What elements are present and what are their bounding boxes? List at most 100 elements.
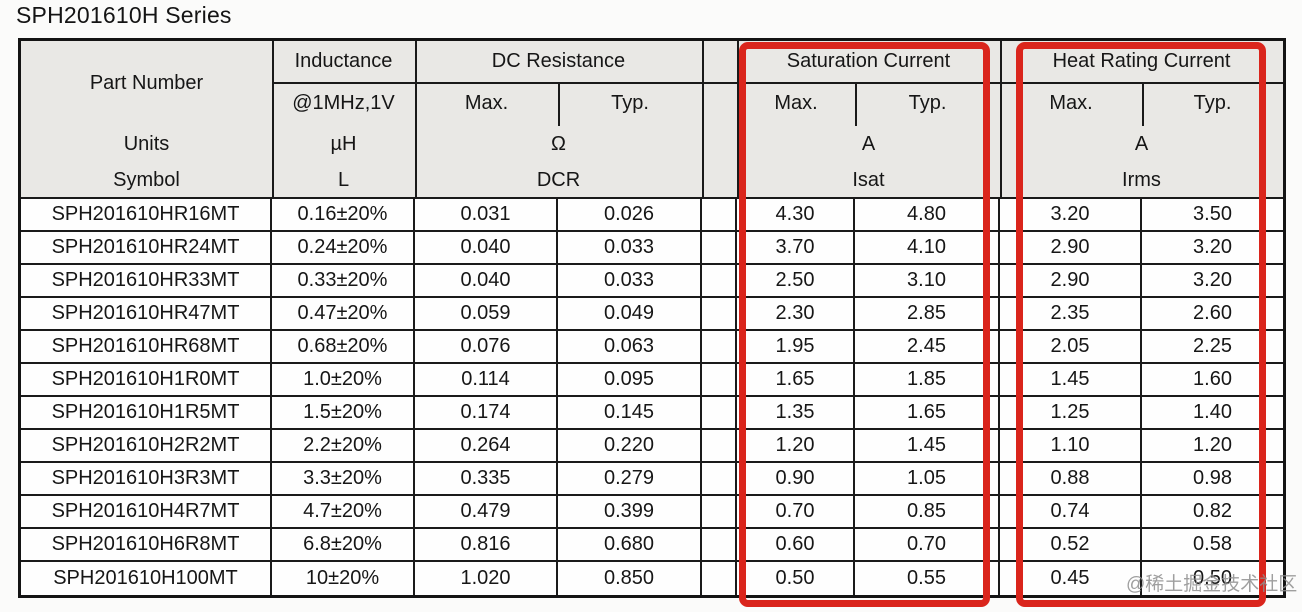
- cell-irms-max: 1.10: [1000, 430, 1142, 461]
- cell-irms-max: 1.25: [1000, 397, 1142, 428]
- grid-line: [702, 41, 704, 197]
- cell-part-number: SPH201610HR33MT: [21, 265, 272, 296]
- cell-dcr-max: 0.479: [415, 496, 558, 527]
- cell-isat-max: 1.65: [737, 364, 855, 395]
- cell-spacer: [702, 265, 737, 296]
- cell-irms-typ: 0.58: [1193, 533, 1232, 555]
- cell-inductance: 1.5±20%: [272, 397, 415, 428]
- cell-part-number: SPH201610H100MT: [21, 562, 272, 595]
- cell-isat-typ: 2.85: [855, 298, 1000, 329]
- table-row: SPH201610H2R2MT 2.2±20% 0.264 0.220 1.20…: [21, 430, 1283, 463]
- cell-dcr-typ: 0.850: [558, 562, 702, 595]
- cell-dcr-max: 0.059: [415, 298, 558, 329]
- header-irms-symbol: Irms: [1122, 168, 1161, 191]
- cell-dcr-typ: 0.063: [558, 331, 702, 362]
- cell-dcr-typ: 0.680: [558, 529, 702, 560]
- cell-dcr-max: 0.174: [415, 397, 558, 428]
- table-row: SPH201610HR33MT 0.33±20% 0.040 0.033 2.5…: [21, 265, 1283, 298]
- cell-isat-typ: 1.05: [855, 463, 1000, 494]
- spec-table: Part Number Units Symbol Inductance @1MH…: [18, 38, 1286, 598]
- cell-inductance: 0.24±20%: [272, 232, 415, 263]
- header-dcr-unit: Ω: [551, 132, 566, 155]
- cell-spacer: [702, 298, 737, 329]
- header-part-number: Part Number: [89, 71, 204, 94]
- cell-dcr-max: 0.076: [415, 331, 558, 362]
- watermark: @稀土掘金技术社区: [1126, 574, 1298, 595]
- cell-inductance: 10±20%: [272, 562, 415, 595]
- header-units-label: Units: [123, 132, 170, 155]
- table-row: SPH201610HR68MT 0.68±20% 0.076 0.063 1.9…: [21, 331, 1283, 364]
- header-isat-unit: A: [861, 132, 876, 155]
- cell-irms-typ: 0.98: [1193, 467, 1232, 489]
- cell-irms-typ: 0.82: [1193, 500, 1232, 522]
- header-dcr-symbol: DCR: [536, 168, 581, 191]
- cell-dcr-typ: 0.049: [558, 298, 702, 329]
- cell-isat-max: 0.60: [737, 529, 855, 560]
- header-irms-typ: Typ.: [1193, 92, 1232, 114]
- cell-part-number: SPH201610H4R7MT: [21, 496, 272, 527]
- cell-isat-typ: 1.85: [855, 364, 1000, 395]
- cell-isat-max: 0.70: [737, 496, 855, 527]
- grid-line: [855, 82, 857, 126]
- cell-irms-typ: 3.20: [1193, 236, 1232, 258]
- table-row: SPH201610H1R0MT 1.0±20% 0.114 0.095 1.65…: [21, 364, 1283, 397]
- cell-spacer: [702, 463, 737, 494]
- cell-inductance: 2.2±20%: [272, 430, 415, 461]
- cell-isat-typ: 0.55: [855, 562, 1000, 595]
- cell-isat-typ: 0.85: [855, 496, 1000, 527]
- table-body: SPH201610HR16MT 0.16±20% 0.031 0.026 4.3…: [21, 199, 1283, 595]
- table-row: SPH201610HR24MT 0.24±20% 0.040 0.033 3.7…: [21, 232, 1283, 265]
- header-isat-typ: Typ.: [908, 92, 947, 114]
- table-row: SPH201610HR16MT 0.16±20% 0.031 0.026 4.3…: [21, 199, 1283, 232]
- header-dcr-max: Max.: [464, 92, 509, 114]
- cell-inductance: 0.33±20%: [272, 265, 415, 296]
- header-dc-resistance: DC Resistance: [491, 50, 626, 72]
- cell-inductance: 6.8±20%: [272, 529, 415, 560]
- cell-dcr-typ: 0.095: [558, 364, 702, 395]
- cell-spacer: [702, 562, 737, 595]
- cell-isat-max: 1.20: [737, 430, 855, 461]
- cell-dcr-typ: 0.220: [558, 430, 702, 461]
- cell-irms-typ: 3.20: [1193, 269, 1232, 291]
- grid-line: [272, 41, 274, 197]
- grid-line: [1000, 41, 1002, 197]
- cell-spacer: [702, 331, 737, 362]
- table-row: SPH201610HR47MT 0.47±20% 0.059 0.049 2.3…: [21, 298, 1283, 331]
- header-heat-rating-current: Heat Rating Current: [1052, 50, 1231, 72]
- cell-irms-max: 2.90: [1000, 265, 1142, 296]
- cell-inductance: 4.7±20%: [272, 496, 415, 527]
- grid-line: [1142, 82, 1144, 126]
- cell-part-number: SPH201610H3R3MT: [21, 463, 272, 494]
- cell-part-number: SPH201610H6R8MT: [21, 529, 272, 560]
- cell-dcr-typ: 0.026: [558, 199, 702, 230]
- cell-inductance: 3.3±20%: [272, 463, 415, 494]
- table-row: SPH201610H6R8MT 6.8±20% 0.816 0.680 0.60…: [21, 529, 1283, 562]
- cell-irms-typ: 2.25: [1193, 335, 1232, 357]
- header-saturation-current: Saturation Current: [786, 50, 951, 72]
- cell-isat-max: 1.35: [737, 397, 855, 428]
- cell-dcr-typ: 0.145: [558, 397, 702, 428]
- cell-part-number: SPH201610HR24MT: [21, 232, 272, 263]
- header-isat-symbol: Isat: [852, 168, 885, 191]
- cell-irms-typ: 1.40: [1193, 401, 1232, 423]
- header-inductance-condition: @1MHz,1V: [292, 92, 395, 114]
- cell-inductance: 0.68±20%: [272, 331, 415, 362]
- cell-isat-max: 2.50: [737, 265, 855, 296]
- cell-isat-max: 0.90: [737, 463, 855, 494]
- cell-irms-typ: 0.50: [1193, 567, 1232, 589]
- cell-irms-max: 0.88: [1000, 463, 1142, 494]
- cell-isat-max: 4.30: [737, 199, 855, 230]
- cell-dcr-max: 0.040: [415, 265, 558, 296]
- header-isat-max: Max.: [774, 92, 818, 114]
- cell-spacer: [702, 232, 737, 263]
- cell-irms-max: 2.35: [1000, 298, 1142, 329]
- header-dcr-typ: Typ.: [611, 92, 649, 114]
- cell-part-number: SPH201610HR47MT: [21, 298, 272, 329]
- grid-line: [737, 41, 739, 197]
- cell-dcr-typ: 0.279: [558, 463, 702, 494]
- header-symbol-label: Symbol: [113, 168, 180, 191]
- cell-irms-typ: 1.60: [1193, 368, 1232, 390]
- table-row: SPH201610H100MT 10±20% 1.020 0.850 0.50 …: [21, 562, 1283, 595]
- cell-irms-typ: 2.60: [1193, 302, 1232, 324]
- cell-part-number: SPH201610HR16MT: [21, 199, 272, 230]
